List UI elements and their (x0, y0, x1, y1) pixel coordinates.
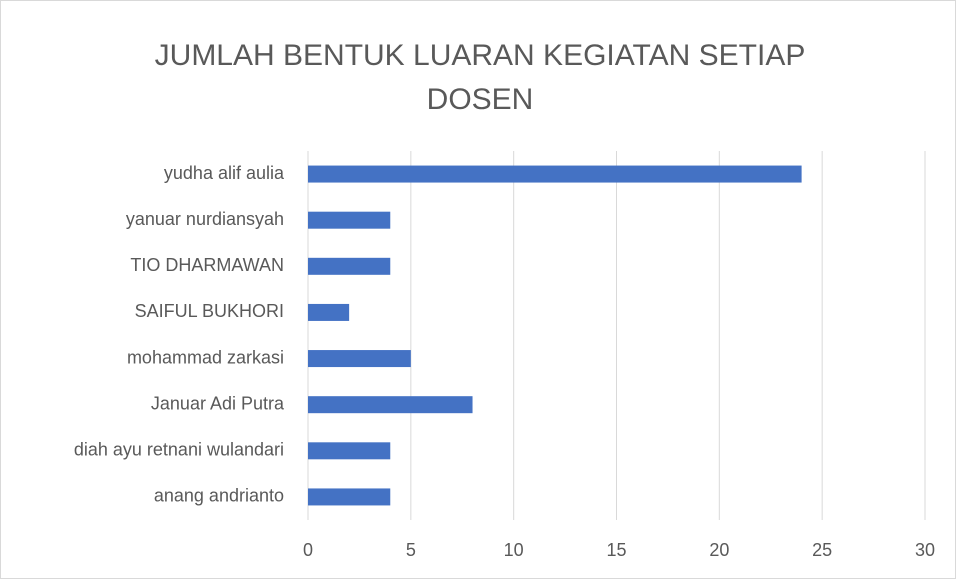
y-tick-label: yudha alif aulia (164, 163, 285, 183)
y-tick-label: mohammad zarkasi (127, 347, 284, 367)
x-tick-label: 25 (812, 540, 832, 560)
x-tick-label: 5 (406, 540, 416, 560)
bar (308, 165, 802, 183)
y-tick-label: TIO DHARMAWAN (130, 255, 284, 275)
y-tick-label: Januar Adi Putra (151, 393, 285, 413)
x-tick-label: 0 (303, 540, 313, 560)
y-tick-label: SAIFUL BUKHORI (135, 301, 284, 321)
bar (308, 211, 391, 229)
x-tick-label: 15 (606, 540, 626, 560)
bar (308, 303, 350, 321)
y-tick-label: diah ayu retnani wulandari (74, 440, 284, 460)
bar (308, 442, 391, 460)
bar (308, 396, 473, 414)
x-tick-label: 20 (709, 540, 729, 560)
y-tick-label: anang andrianto (154, 486, 284, 506)
x-tick-label: 30 (915, 540, 935, 560)
y-tick-label: yanuar nurdiansyah (126, 209, 284, 229)
x-tick-label: 10 (504, 540, 524, 560)
bar (308, 257, 391, 275)
chart-title: JUMLAH BENTUK LUARAN KEGIATAN SETIAP DOS… (154, 39, 806, 116)
bar (308, 350, 411, 368)
bar (308, 488, 391, 506)
